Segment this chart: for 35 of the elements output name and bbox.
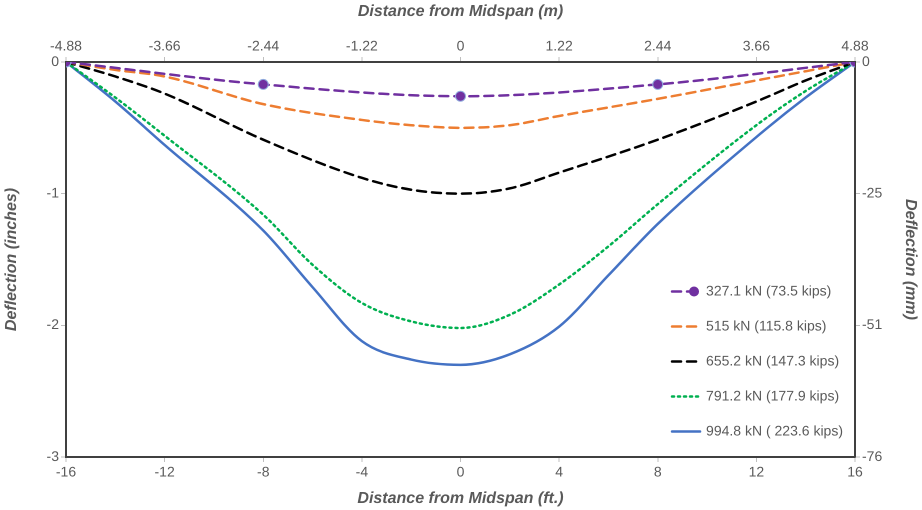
x-axis-title: Distance from Midspan (ft.) — [357, 490, 564, 507]
x2-tick-label: 4.88 — [841, 37, 869, 54]
x-tick-label: -16 — [56, 463, 76, 480]
legend-label: 515 kN (115.8 kips) — [706, 317, 826, 334]
x-tick-label: 8 — [654, 463, 662, 480]
y-tick-label: -2 — [46, 316, 60, 332]
legend-label: 327.1 kN (73.5 kips) — [706, 282, 832, 298]
y-tick-label: 0 — [51, 52, 60, 69]
x2-tick-label: 1.22 — [546, 37, 573, 54]
x2-tick-label: -4.88 — [50, 37, 82, 54]
x-tick-label: 0 — [456, 463, 465, 480]
x-tick-label: -4 — [356, 463, 368, 480]
x2-axis-title: Distance from Midspan (m) — [358, 3, 564, 20]
x-tick-label: -8 — [257, 463, 270, 480]
y2-tick-label: -25 — [862, 184, 882, 201]
x2-tick-label: -1.22 — [346, 37, 378, 54]
x-tick-label: 4 — [555, 463, 564, 480]
y2-tick-label: 0 — [862, 52, 870, 69]
legend-label: 994.8 kN ( 223.6 kips) — [706, 422, 844, 438]
x2-tick-label: -3.66 — [148, 37, 181, 54]
x-tick-label: 16 — [847, 463, 863, 480]
y-axis-title: Deflection (inches) — [3, 188, 20, 332]
y2-tick-label: -76 — [862, 448, 882, 464]
legend-label: 791.2 kN (177.9 kips) — [706, 387, 840, 404]
x2-tick-label: 0 — [456, 37, 465, 54]
y2-axis-title: Deflection (mm) — [902, 199, 919, 320]
x-tick-label: -12 — [154, 463, 175, 480]
x2-tick-label: 3.66 — [742, 37, 770, 54]
legend-label: 655.2 kN (147.3 kips) — [706, 352, 840, 368]
y-tick-label: -1 — [46, 184, 60, 201]
x2-tick-label: 2.44 — [644, 37, 672, 54]
y-tick-label: -3 — [46, 448, 60, 464]
y2-tick-label: -51 — [862, 316, 882, 332]
x2-tick-label: -2.44 — [247, 37, 280, 54]
x-tick-label: 12 — [748, 463, 764, 480]
